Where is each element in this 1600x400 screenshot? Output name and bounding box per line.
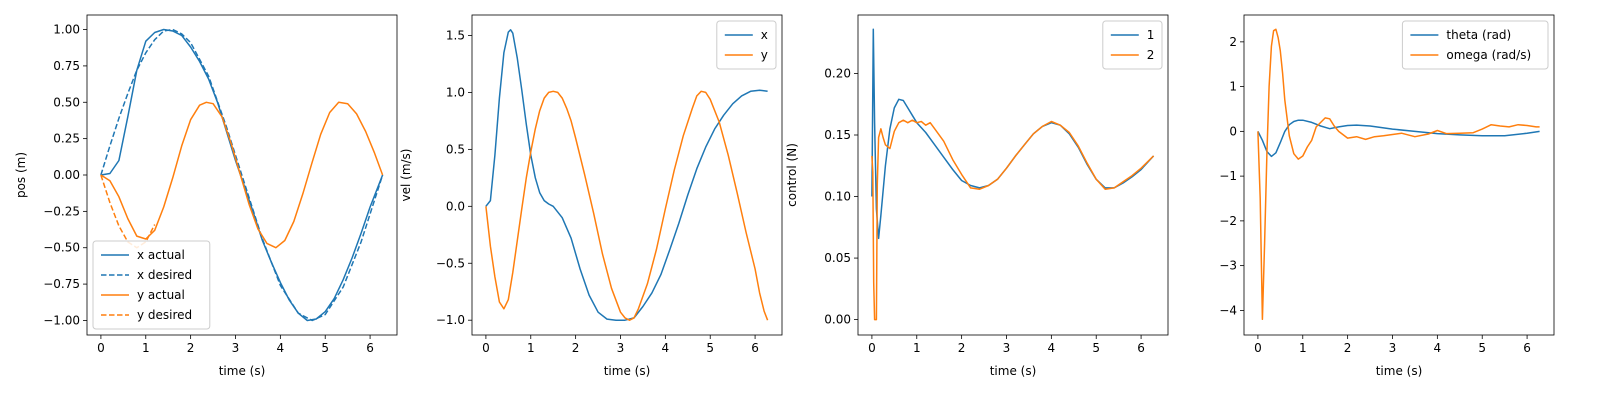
y-tick-label: 1.0 (446, 85, 465, 99)
y-tick-label: 0.05 (824, 251, 851, 265)
y-tick-label: 0.50 (53, 95, 80, 109)
x-tick-label: 4 (277, 341, 285, 355)
y-tick-label: 0.15 (824, 128, 851, 142)
x-axis-label: time (s) (219, 364, 266, 378)
x-axis-label: time (s) (1376, 364, 1423, 378)
x-tick-label: 2 (572, 341, 580, 355)
legend-box (1401, 20, 1549, 70)
y-tick-label: −1.0 (436, 313, 465, 327)
legend: x actual x desired y actual y desired (92, 240, 211, 330)
legend-label: y (761, 48, 768, 62)
y-tick-label: −0.75 (43, 277, 80, 291)
y-tick-label: −1 (1219, 169, 1237, 183)
y-tick-label: 2 (1229, 35, 1237, 49)
series-line-x (485, 29, 768, 321)
y-tick-label: 0.10 (824, 190, 851, 204)
x-tick-label: 0 (97, 341, 105, 355)
chart-panel-2: 0 1 2 3 4 5 6 1.5 1.0 0.5 0.0 −0.5 −1.0 time (s) vel (… (399, 14, 783, 378)
axes-frame (1243, 14, 1555, 336)
x-tick-label: 5 (1478, 341, 1486, 355)
x-tick-label: 0 (868, 341, 876, 355)
y-tick-label: −0.25 (43, 204, 80, 218)
plot-area (485, 29, 769, 321)
legend-label: omega (rad/s) (1446, 48, 1531, 62)
y-tick-label: −1.00 (43, 313, 80, 327)
x-tick-label: 2 (187, 341, 195, 355)
series-line-y (485, 90, 769, 321)
x-tick-label: 3 (1389, 341, 1397, 355)
legend: theta (rad) omega (rad/s) (1401, 20, 1549, 70)
x-tick-label: 3 (232, 341, 240, 355)
y-tick-label: −4 (1219, 303, 1237, 317)
legend-box (92, 240, 211, 330)
y-tick-label: 0.75 (53, 59, 80, 73)
x-tick-label: 0 (482, 341, 490, 355)
legend: xy (716, 20, 777, 70)
legend-label: x desired (137, 268, 192, 282)
y-tick-label: 0.0 (446, 199, 465, 213)
chart-panel-4: 0 1 2 3 4 5 6 2 1 0 −1 −2 −3 −4 time (s) theta (rad) ome… (1219, 14, 1555, 378)
series-line-omega-rad-s- (1257, 28, 1540, 321)
legend: 12 (1102, 20, 1163, 70)
y-tick-label: −0.50 (43, 241, 80, 255)
y-tick-label: 0.5 (446, 142, 465, 156)
x-tick-label: 2 (1344, 341, 1352, 355)
x-tick-label: 5 (706, 341, 714, 355)
x-tick-label: 4 (662, 341, 670, 355)
series-line-theta-rad- (1257, 119, 1540, 158)
axes-frame (471, 14, 783, 336)
y-tick-label: 0.20 (824, 66, 851, 80)
x-tick-label: 2 (958, 341, 966, 355)
x-tick-label: 6 (1137, 341, 1145, 355)
y-axis-label: vel (m/s) (399, 149, 413, 202)
plot-area (1257, 28, 1540, 321)
legend-label: y desired (137, 308, 192, 322)
y-axis-label: pos (m) (14, 152, 28, 198)
x-tick-label: 4 (1434, 341, 1442, 355)
y-tick-label: 0.00 (824, 313, 851, 327)
y-tick-label: 0 (1229, 124, 1237, 138)
y-tick-label: −2 (1219, 214, 1237, 228)
x-tick-label: 3 (1003, 341, 1011, 355)
y-tick-label: 1.5 (446, 28, 465, 42)
y-tick-label: −3 (1219, 259, 1237, 273)
plot-area (871, 28, 1155, 321)
x-axis-label: time (s) (990, 364, 1037, 378)
x-tick-label: 5 (1092, 341, 1100, 355)
y-tick-label: 1 (1229, 80, 1237, 94)
legend-box (716, 20, 777, 70)
y-tick-label: 0.25 (53, 132, 80, 146)
legend-label: theta (rad) (1446, 28, 1511, 42)
x-tick-label: 1 (1299, 341, 1307, 355)
y-tick-label: −0.5 (436, 256, 465, 270)
axes-frame (857, 14, 1169, 336)
x-tick-label: 6 (751, 341, 759, 355)
y-tick-label: 0.00 (53, 168, 80, 182)
y-tick-label: 1.00 (53, 23, 80, 37)
x-tick-label: 3 (617, 341, 625, 355)
chart-panel-1: 0 1 2 3 4 5 6 1.00 0.75 0.50 0.25 0.00 −0.25 −0.50 −0.… (14, 14, 398, 378)
x-tick-label: 1 (527, 341, 535, 355)
legend-label: 2 (1147, 48, 1155, 62)
x-tick-label: 6 (366, 341, 374, 355)
x-tick-label: 4 (1048, 341, 1056, 355)
x-tick-label: 5 (321, 341, 329, 355)
legend-label: x (761, 28, 768, 42)
x-tick-label: 6 (1523, 341, 1531, 355)
legend-label: y actual (137, 288, 185, 302)
series-line-y-desired (100, 174, 156, 249)
legend-label: x actual (137, 248, 185, 262)
x-axis-label: time (s) (604, 364, 651, 378)
legend-box (1102, 20, 1163, 70)
series-line-x-desired (100, 28, 384, 322)
x-tick-label: 0 (1254, 341, 1262, 355)
plot-area (100, 28, 384, 322)
y-axis-label: control (N) (785, 143, 799, 207)
series-line-2 (871, 119, 1155, 321)
x-tick-label: 1 (913, 341, 921, 355)
x-tick-label: 1 (142, 341, 150, 355)
legend-label: 1 (1147, 28, 1155, 42)
